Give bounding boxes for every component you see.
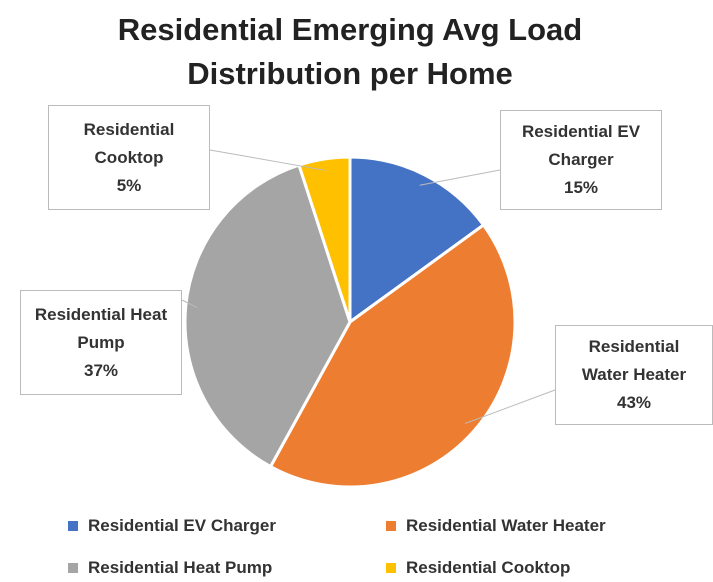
legend-label: Residential Heat Pump [88, 558, 273, 577]
pie-slice [268, 222, 517, 489]
data-label-value: 37% [83, 360, 119, 380]
legend-swatch [386, 521, 396, 531]
data-label: Residential Cooktop 5% [48, 105, 210, 210]
data-label-value: 5% [116, 175, 142, 195]
legend-item: Residential EV Charger [68, 516, 276, 536]
pie-slice [183, 163, 352, 469]
leader-line [181, 299, 198, 309]
legend-item: Residential Cooktop [386, 558, 570, 578]
pie-slice [297, 155, 352, 323]
leader-line [209, 149, 327, 171]
data-label-name: Residential Cooktop [83, 119, 175, 167]
legend-swatch [386, 563, 396, 573]
legend-label: Residential Water Heater [406, 516, 606, 535]
data-label: Residential Heat Pump 37% [20, 290, 182, 395]
data-label: Residential Water Heater 43% [555, 325, 713, 425]
data-label-name: Residential Heat Pump [34, 304, 168, 352]
data-label: Residential EV Charger 15% [500, 110, 662, 210]
legend-label: Residential EV Charger [88, 516, 277, 535]
pie-slice [348, 155, 486, 325]
chart-title: Residential Emerging Avg Load Distributi… [117, 12, 583, 91]
legend-swatch [68, 521, 78, 531]
legend-item: Residential Water Heater [386, 516, 606, 536]
legend-swatch [68, 563, 78, 573]
leader-line [419, 169, 501, 186]
leader-line [464, 389, 556, 424]
data-label-value: 43% [616, 393, 652, 412]
legend-item: Residential Heat Pump [68, 558, 272, 578]
data-label-name: Residential Water Heater [581, 337, 687, 384]
legend-label: Residential Cooktop [406, 558, 571, 577]
data-label-name: Residential EV Charger [521, 122, 641, 169]
data-label-value: 15% [563, 178, 599, 197]
